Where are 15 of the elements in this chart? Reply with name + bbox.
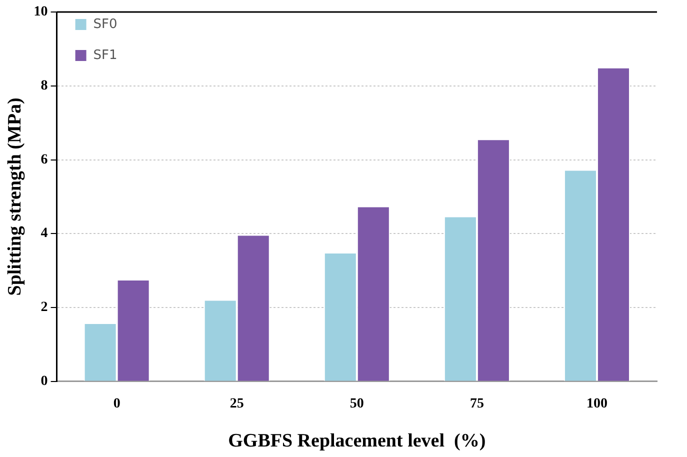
- legend-label: SF1: [93, 48, 118, 63]
- x-tick-label: 50: [350, 396, 364, 412]
- x-tick-label: 75: [470, 396, 484, 412]
- x-tick-label: 100: [586, 396, 608, 412]
- y-tick-label: 6: [40, 152, 48, 168]
- y-axis-title: Splitting strength (MPa): [4, 98, 26, 296]
- y-tick-label: 0: [40, 374, 48, 390]
- y-tick-label: 2: [40, 300, 48, 316]
- x-axis-title: GGBFS Replacement level (%): [228, 430, 486, 452]
- x-tick-label: 25: [230, 396, 244, 412]
- y-tick-label: 4: [40, 226, 48, 242]
- legend-label: SF0: [93, 16, 118, 32]
- y-tick-label: 8: [40, 78, 48, 94]
- x-tick-label: 0: [113, 396, 120, 412]
- y-tick-label: 10: [34, 4, 48, 20]
